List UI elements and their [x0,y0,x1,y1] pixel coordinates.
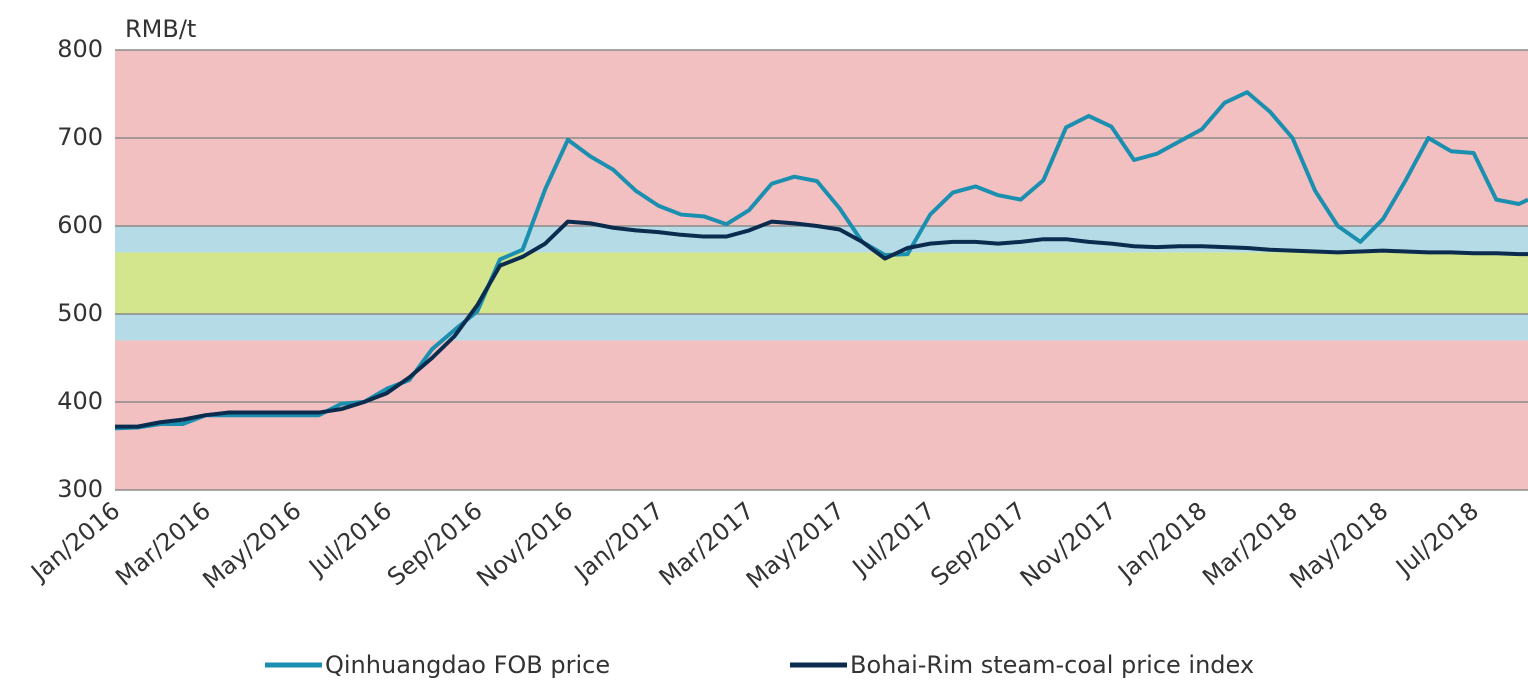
x-tick-label: May/2017 [741,497,850,595]
y-tick-label: 400 [57,387,103,415]
y-tick-label: 700 [57,123,103,151]
x-tick-label: Sep/2016 [382,497,488,592]
series-line [114,90,1528,431]
x-tick-label: Sep/2017 [925,497,1031,592]
background-band [115,226,1528,253]
y-tick-label: 600 [57,211,103,239]
y-tick-label: 500 [57,299,103,327]
y-axis-label: RMB/t [125,15,196,43]
x-tick-label: Jan/2017 [568,497,669,588]
x-tick-label: Jul/2018 [1389,497,1484,583]
x-tick-label: Jan/2016 [24,497,125,588]
x-tick-label: May/2018 [1284,497,1393,595]
background-band [115,314,1528,341]
x-tick-label: May/2016 [198,497,307,595]
legend-label: Bohai-Rim steam-coal price index [850,651,1254,679]
background-band [115,252,1528,314]
y-tick-label: 300 [57,475,103,503]
x-tick-label: Jan/2018 [1111,497,1212,588]
x-tick-label: Nov/2017 [1015,497,1122,593]
background-band [115,340,1528,490]
y-tick-label: 800 [57,35,103,63]
x-tick-label: Nov/2016 [471,497,578,593]
legend-label: Qinhuangdao FOB price [325,651,610,679]
series-line [115,219,1528,429]
